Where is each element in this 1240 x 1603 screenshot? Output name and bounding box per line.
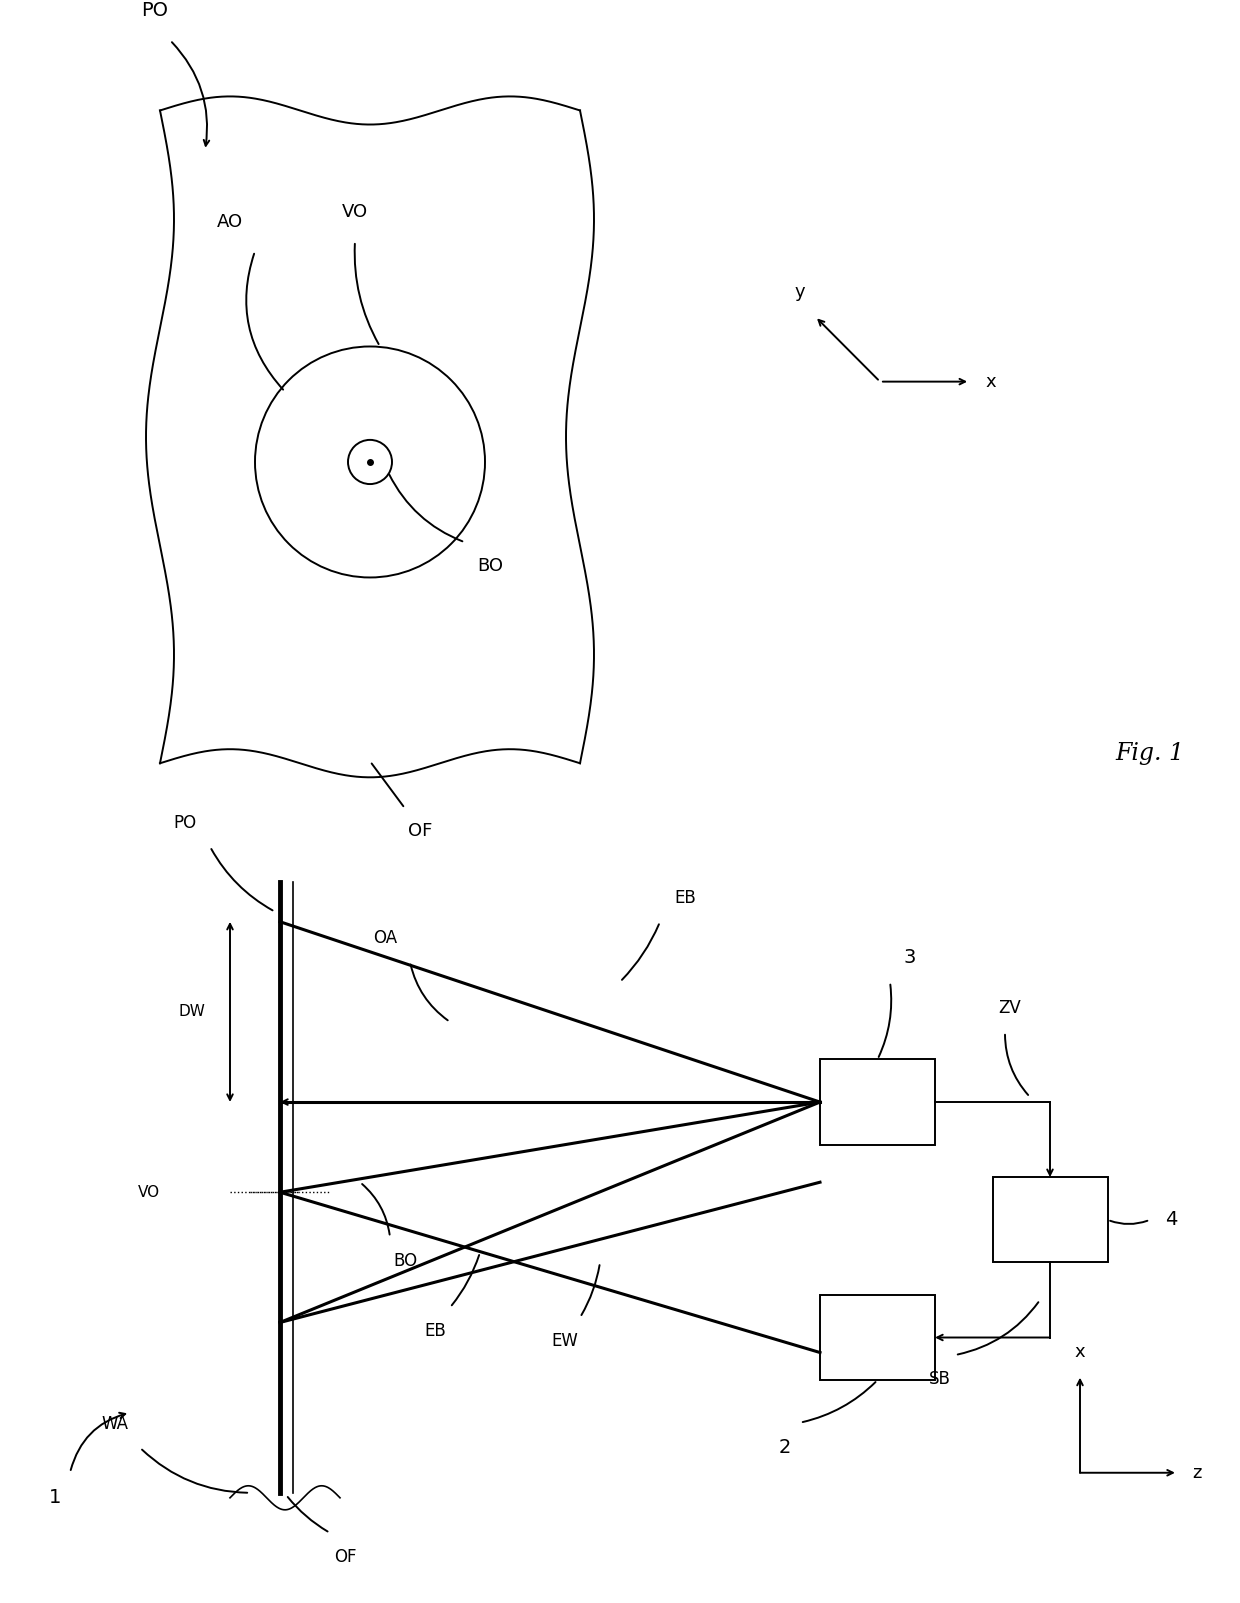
Text: VO: VO [342,204,368,221]
Bar [992,1177,1107,1263]
Text: x: x [1075,1343,1085,1361]
Text: DW: DW [179,1005,205,1020]
Text: SB: SB [929,1371,951,1388]
Text: y: y [795,284,805,301]
Text: OF: OF [408,821,433,840]
Text: PO: PO [141,2,169,21]
Bar [820,1060,935,1145]
Text: OF: OF [334,1548,356,1566]
Bar [820,1295,935,1380]
Text: EW: EW [552,1332,578,1350]
Text: 4: 4 [1166,1210,1177,1230]
Text: AO: AO [217,213,243,231]
Text: 3: 3 [904,947,916,967]
Text: z: z [1192,1464,1202,1481]
Text: WA: WA [102,1415,129,1433]
Text: VO: VO [138,1185,160,1199]
Text: ZV: ZV [998,999,1022,1016]
Text: PO: PO [174,814,197,832]
Text: OA: OA [373,928,397,947]
Text: 2: 2 [779,1438,791,1457]
Text: Fig. 1: Fig. 1 [1116,742,1184,765]
Text: BO: BO [477,558,503,575]
Text: 1: 1 [48,1488,61,1507]
Text: EB: EB [675,888,696,907]
Text: BO: BO [393,1252,417,1270]
Text: EB: EB [424,1322,446,1340]
Text: x: x [985,372,996,391]
